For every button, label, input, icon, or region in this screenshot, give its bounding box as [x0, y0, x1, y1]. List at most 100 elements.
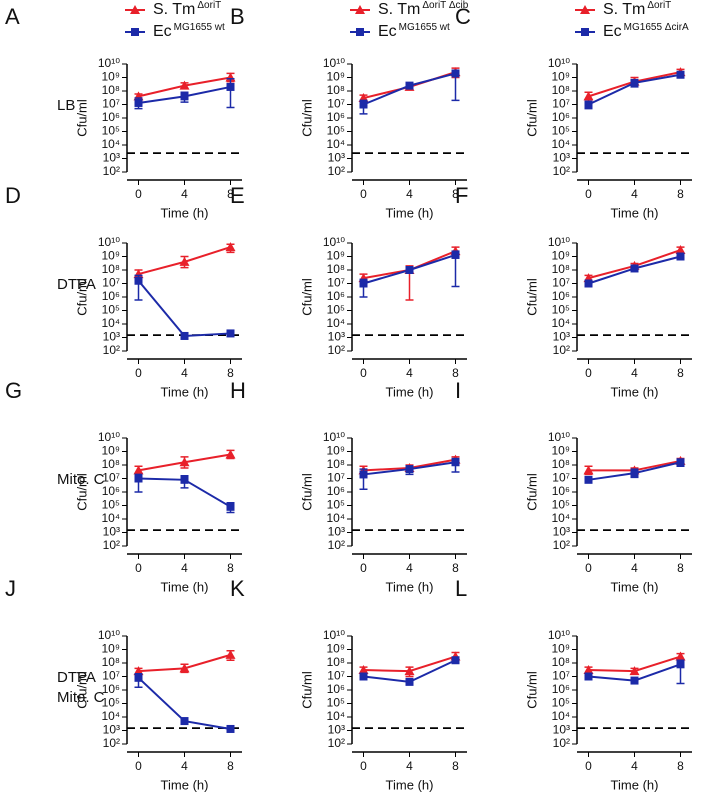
y-tick-label: 10⁵	[552, 498, 570, 512]
y-tick-label: 10⁴	[101, 316, 120, 330]
x-tick-label: 0	[360, 759, 367, 773]
y-tick-label: 10³	[328, 525, 345, 539]
y-tick-label: 10³	[553, 330, 570, 344]
panel-label: G	[5, 378, 22, 403]
marker	[580, 5, 590, 14]
x-tick-label: 8	[452, 366, 459, 380]
x-tick-label: 4	[406, 759, 413, 773]
marker	[180, 475, 189, 484]
marker	[675, 651, 686, 661]
y-tick-label: 10⁴	[551, 511, 570, 525]
y-axis-label: Cfu/ml	[74, 473, 89, 511]
y-tick-label: 10¹⁰	[323, 430, 345, 444]
x-axis-label: Time (h)	[386, 205, 434, 220]
y-tick-label: 10⁴	[101, 709, 120, 723]
y-tick-label: 10²	[328, 164, 345, 178]
marker	[630, 264, 639, 273]
y-tick-label: 10⁷	[327, 276, 345, 290]
x-tick-label: 8	[227, 366, 234, 380]
series-line	[137, 280, 231, 337]
y-tick-label: 10⁶	[327, 682, 345, 696]
marker	[133, 465, 144, 475]
y-tick-label: 10³	[553, 723, 570, 737]
y-axis-label: Cfu/ml	[524, 671, 539, 709]
y-tick-label: 10⁹	[327, 444, 346, 458]
y-axis-label: Cfu/ml	[74, 671, 89, 709]
y-axis-label: Cfu/ml	[299, 473, 314, 511]
legend-superscript: MG1655 wt	[399, 22, 450, 33]
marker	[451, 250, 460, 259]
legend-entry: S. Tm ΔoriT	[603, 0, 671, 18]
y-axis-label: Cfu/ml	[74, 278, 89, 316]
y-tick-label: 10⁸	[552, 83, 570, 97]
row-label: Mito. C	[57, 689, 105, 706]
legend-superscript: MG1655 ΔcirA	[624, 22, 689, 33]
legend-name: Ec	[603, 23, 622, 40]
marker	[359, 672, 368, 681]
y-tick-label: 10¹⁰	[98, 628, 120, 642]
y-tick-label: 10⁶	[102, 484, 120, 498]
y-tick-label: 10⁵	[552, 124, 570, 138]
y-tick-label: 10⁹	[327, 642, 346, 656]
marker	[179, 80, 190, 90]
y-tick-label: 10²	[328, 538, 345, 552]
y-tick-label: 10³	[103, 151, 120, 165]
x-tick-label: 4	[406, 366, 413, 380]
x-tick-label: 0	[360, 561, 367, 575]
x-tick-label: 8	[452, 561, 459, 575]
panel-label: C	[455, 4, 471, 29]
y-tick-label: 10⁴	[551, 316, 570, 330]
y-tick-label: 10⁶	[552, 484, 570, 498]
marker	[180, 717, 189, 726]
marker	[180, 331, 189, 340]
y-tick-label: 10¹⁰	[323, 56, 345, 70]
y-tick-label: 10⁸	[102, 655, 120, 669]
x-axis-label: Time (h)	[386, 777, 434, 792]
x-tick-label: 0	[585, 366, 592, 380]
y-tick-label: 10⁵	[552, 303, 570, 317]
marker	[404, 666, 415, 676]
x-tick-label: 0	[135, 759, 142, 773]
y-tick-label: 10⁹	[102, 444, 121, 458]
x-tick-label: 8	[227, 759, 234, 773]
x-tick-label: 8	[677, 366, 684, 380]
y-tick-label: 10¹⁰	[98, 56, 120, 70]
y-tick-label: 10⁵	[102, 124, 120, 138]
legend-entry: S. Tm ΔoriT Δcib	[378, 0, 469, 18]
y-tick-label: 10⁹	[552, 444, 571, 458]
x-tick-label: 8	[677, 759, 684, 773]
y-tick-label: 10⁹	[552, 249, 571, 263]
legend-entry: Ec MG1655 wt	[378, 22, 450, 41]
x-tick-label: 0	[585, 759, 592, 773]
marker	[583, 465, 594, 475]
panel-label: F	[455, 183, 468, 208]
y-tick-label: 10⁵	[102, 303, 120, 317]
marker	[179, 457, 190, 467]
y-tick-label: 10²	[103, 164, 120, 178]
marker	[630, 469, 639, 478]
y-tick-label: 10⁵	[327, 498, 345, 512]
x-tick-label: 4	[631, 366, 638, 380]
y-tick-label: 10⁵	[552, 696, 570, 710]
y-tick-label: 10⁸	[327, 83, 345, 97]
panel-label: B	[230, 4, 245, 29]
y-tick-label: 10⁸	[102, 262, 120, 276]
y-tick-label: 10³	[328, 151, 345, 165]
y-tick-label: 10⁶	[102, 289, 120, 303]
y-tick-label: 10²	[103, 736, 120, 750]
y-tick-label: 10⁶	[102, 682, 120, 696]
x-tick-label: 0	[360, 366, 367, 380]
legend-superscript: ΔoriT Δcib	[422, 0, 468, 11]
panel-label: I	[455, 378, 461, 403]
legend-name: S. Tm	[603, 1, 645, 18]
panel-label: E	[230, 183, 245, 208]
y-tick-label: 10⁶	[102, 110, 120, 124]
x-tick-label: 8	[677, 187, 684, 201]
legend-name: Ec	[378, 23, 397, 40]
y-axis-label: Cfu/ml	[299, 278, 314, 316]
y-tick-label: 10⁸	[102, 83, 120, 97]
marker	[676, 458, 685, 467]
marker	[630, 78, 639, 87]
y-tick-label: 10⁷	[102, 276, 120, 290]
